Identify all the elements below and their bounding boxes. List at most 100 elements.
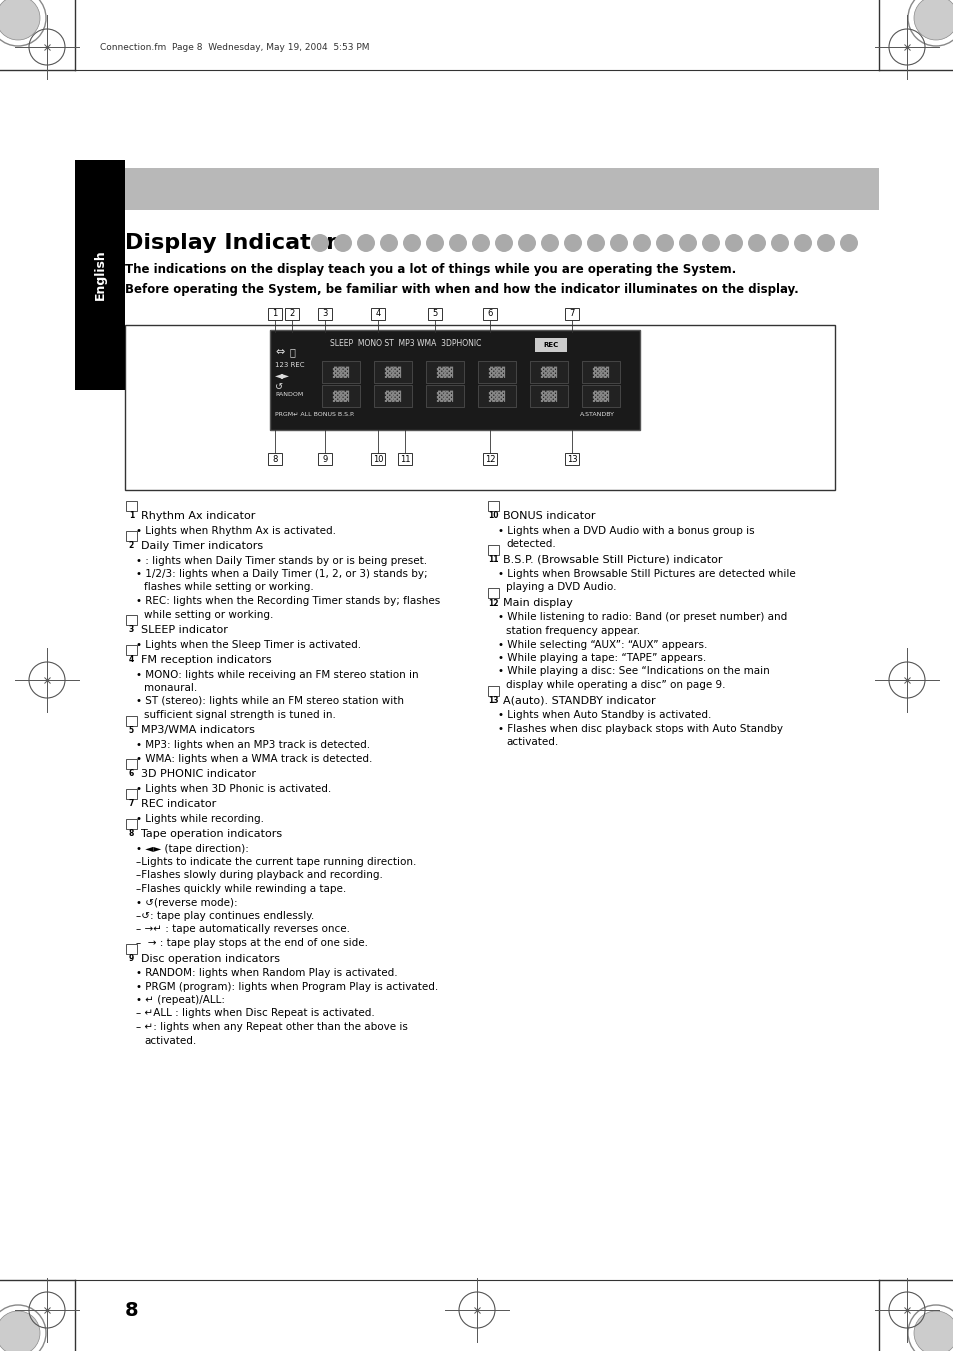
FancyBboxPatch shape bbox=[371, 453, 385, 465]
Text: –Flashes slowly during playback and recording.: –Flashes slowly during playback and reco… bbox=[136, 870, 382, 881]
Text: 4: 4 bbox=[375, 309, 380, 319]
Circle shape bbox=[840, 234, 857, 253]
Text: • RANDOM: lights when Random Play is activated.: • RANDOM: lights when Random Play is act… bbox=[136, 969, 397, 978]
Text: –Flashes quickly while rewinding a tape.: –Flashes quickly while rewinding a tape. bbox=[136, 884, 346, 894]
FancyBboxPatch shape bbox=[374, 385, 412, 407]
Text: • Lights when the Sleep Timer is activated.: • Lights when the Sleep Timer is activat… bbox=[136, 639, 361, 650]
Text: – ↵: lights when any Repeat other than the above is: – ↵: lights when any Repeat other than t… bbox=[136, 1021, 408, 1032]
Text: • Lights when a DVD Audio with a bonus group is: • Lights when a DVD Audio with a bonus g… bbox=[497, 526, 754, 535]
Text: A(auto). STANDBY indicator: A(auto). STANDBY indicator bbox=[502, 696, 655, 705]
Text: 3D PHONIC indicator: 3D PHONIC indicator bbox=[141, 769, 255, 780]
Text: 13: 13 bbox=[566, 454, 577, 463]
Circle shape bbox=[609, 234, 627, 253]
Text: activated.: activated. bbox=[505, 738, 558, 747]
FancyBboxPatch shape bbox=[125, 168, 878, 209]
Text: 12: 12 bbox=[484, 454, 495, 463]
Text: • Lights when 3D Phonic is activated.: • Lights when 3D Phonic is activated. bbox=[136, 784, 331, 793]
FancyBboxPatch shape bbox=[374, 361, 412, 382]
Circle shape bbox=[747, 234, 765, 253]
Text: 3: 3 bbox=[322, 309, 327, 319]
FancyBboxPatch shape bbox=[285, 308, 298, 320]
Circle shape bbox=[679, 234, 697, 253]
Circle shape bbox=[334, 234, 352, 253]
Text: • PRGM (program): lights when Program Play is activated.: • PRGM (program): lights when Program Pl… bbox=[136, 981, 437, 992]
Text: 4: 4 bbox=[129, 655, 134, 665]
Text: 10: 10 bbox=[373, 454, 383, 463]
FancyBboxPatch shape bbox=[126, 615, 137, 626]
Text: detected.: detected. bbox=[505, 539, 556, 549]
Text: ⇔: ⇔ bbox=[274, 347, 284, 357]
Text: ▓▓: ▓▓ bbox=[333, 366, 349, 378]
FancyBboxPatch shape bbox=[75, 159, 125, 390]
Text: BONUS indicator: BONUS indicator bbox=[502, 511, 595, 521]
Text: ▓▓: ▓▓ bbox=[540, 390, 557, 401]
Text: Daily Timer indicators: Daily Timer indicators bbox=[141, 540, 263, 551]
Text: 13: 13 bbox=[488, 696, 498, 705]
Text: 6: 6 bbox=[129, 770, 134, 778]
FancyBboxPatch shape bbox=[322, 361, 359, 382]
Text: ▓▓: ▓▓ bbox=[436, 366, 453, 378]
FancyBboxPatch shape bbox=[126, 501, 137, 511]
Text: • 1/2/3: lights when a Daily Timer (1, 2, or 3) stands by;: • 1/2/3: lights when a Daily Timer (1, 2… bbox=[136, 569, 427, 580]
Text: The indications on the display teach you a lot of things while you are operating: The indications on the display teach you… bbox=[125, 263, 736, 277]
Text: 7: 7 bbox=[569, 309, 574, 319]
FancyBboxPatch shape bbox=[371, 308, 385, 320]
Text: display while operating a disc” on page 9.: display while operating a disc” on page … bbox=[505, 680, 724, 690]
Text: monaural.: monaural. bbox=[144, 684, 197, 693]
Circle shape bbox=[816, 234, 834, 253]
FancyBboxPatch shape bbox=[268, 308, 282, 320]
Text: ▓▓: ▓▓ bbox=[333, 390, 349, 401]
FancyBboxPatch shape bbox=[126, 943, 137, 954]
FancyBboxPatch shape bbox=[488, 544, 498, 554]
Text: • WMA: lights when a WMA track is detected.: • WMA: lights when a WMA track is detect… bbox=[136, 754, 372, 763]
Circle shape bbox=[0, 1310, 40, 1351]
Text: –↺: tape play continues endlessly.: –↺: tape play continues endlessly. bbox=[136, 911, 314, 921]
Circle shape bbox=[633, 234, 650, 253]
Text: • While listening to radio: Band (or preset number) and: • While listening to radio: Band (or pre… bbox=[497, 612, 786, 623]
FancyBboxPatch shape bbox=[564, 453, 578, 465]
Text: 5: 5 bbox=[432, 309, 437, 319]
Text: • MP3: lights when an MP3 track is detected.: • MP3: lights when an MP3 track is detec… bbox=[136, 740, 370, 750]
FancyBboxPatch shape bbox=[535, 338, 566, 353]
FancyBboxPatch shape bbox=[426, 385, 463, 407]
Text: • : lights when Daily Timer stands by or is being preset.: • : lights when Daily Timer stands by or… bbox=[136, 555, 427, 566]
Text: 9: 9 bbox=[129, 954, 134, 963]
FancyBboxPatch shape bbox=[428, 308, 441, 320]
Text: Tape operation indicators: Tape operation indicators bbox=[141, 830, 282, 839]
Text: Display Indicators: Display Indicators bbox=[125, 232, 350, 253]
Text: MP3/WMA indicators: MP3/WMA indicators bbox=[141, 725, 254, 735]
Text: Main display: Main display bbox=[502, 598, 572, 608]
Text: 8: 8 bbox=[125, 1301, 138, 1320]
FancyBboxPatch shape bbox=[126, 759, 137, 769]
Text: RANDOM: RANDOM bbox=[274, 393, 303, 397]
FancyBboxPatch shape bbox=[126, 819, 137, 830]
Text: 12: 12 bbox=[488, 598, 498, 608]
FancyBboxPatch shape bbox=[482, 308, 497, 320]
Text: 8: 8 bbox=[272, 454, 277, 463]
FancyBboxPatch shape bbox=[397, 453, 412, 465]
Text: SLEEP  MONO ST  MP3 WMA  3DPHONIC: SLEEP MONO ST MP3 WMA 3DPHONIC bbox=[330, 339, 481, 349]
Text: ▓▓: ▓▓ bbox=[488, 390, 505, 401]
Text: • REC: lights when the Recording Timer stands by; flashes: • REC: lights when the Recording Timer s… bbox=[136, 596, 439, 607]
FancyBboxPatch shape bbox=[270, 330, 639, 430]
Text: 6: 6 bbox=[487, 309, 492, 319]
FancyBboxPatch shape bbox=[126, 716, 137, 725]
Circle shape bbox=[379, 234, 397, 253]
FancyBboxPatch shape bbox=[268, 453, 282, 465]
Circle shape bbox=[540, 234, 558, 253]
Text: Disc operation indicators: Disc operation indicators bbox=[141, 954, 280, 963]
FancyBboxPatch shape bbox=[317, 453, 332, 465]
Circle shape bbox=[311, 234, 329, 253]
Text: flashes while setting or working.: flashes while setting or working. bbox=[144, 582, 314, 593]
Text: ▓▓: ▓▓ bbox=[540, 366, 557, 378]
FancyBboxPatch shape bbox=[488, 685, 498, 696]
Circle shape bbox=[563, 234, 581, 253]
Text: English: English bbox=[93, 250, 107, 300]
Text: ▓▓: ▓▓ bbox=[592, 366, 609, 378]
FancyBboxPatch shape bbox=[126, 789, 137, 798]
Text: SLEEP indicator: SLEEP indicator bbox=[141, 626, 228, 635]
Text: ▓▓: ▓▓ bbox=[384, 366, 401, 378]
Text: 5: 5 bbox=[129, 725, 134, 735]
Circle shape bbox=[0, 0, 40, 41]
Text: 2: 2 bbox=[129, 542, 134, 550]
